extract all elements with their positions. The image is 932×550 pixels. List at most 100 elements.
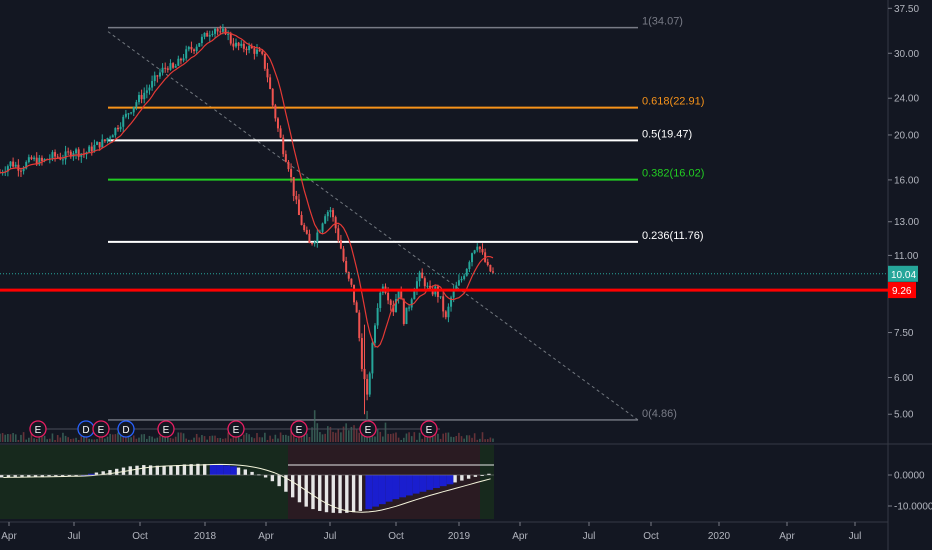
event-marker-circle bbox=[227, 420, 245, 438]
candle-body bbox=[300, 214, 303, 226]
volume-bar bbox=[431, 433, 434, 442]
volume-bar bbox=[146, 438, 148, 442]
volume-bar bbox=[49, 438, 51, 442]
time-axis[interactable]: Apr Jul Oct 2018 Apr Jul Oct 2019 Apr Jul Oct 2020 A… bbox=[1, 522, 861, 542]
volume-bar bbox=[72, 438, 75, 442]
oscillator-bar bbox=[175, 465, 180, 475]
candle-body bbox=[405, 307, 408, 324]
candle-body bbox=[151, 81, 154, 88]
volume-bar bbox=[421, 438, 423, 442]
earnings-marker[interactable]: E bbox=[290, 420, 308, 438]
volume-bar bbox=[361, 429, 363, 442]
volume-bar bbox=[405, 433, 408, 442]
volume-bar bbox=[172, 438, 174, 442]
volume-bar bbox=[111, 434, 114, 442]
candle-body bbox=[35, 157, 38, 165]
volume-bar bbox=[164, 436, 167, 442]
volume-bar bbox=[410, 436, 413, 442]
price-tick-label: 7.50 bbox=[894, 328, 914, 339]
volume-bar bbox=[308, 436, 311, 442]
volume-bar bbox=[98, 434, 101, 442]
candle-body bbox=[114, 127, 117, 136]
price-tick-label: 30.00 bbox=[894, 49, 919, 60]
volume-bar bbox=[353, 425, 355, 442]
candle-body bbox=[321, 223, 324, 232]
candle-body bbox=[75, 149, 78, 154]
volume-bar bbox=[38, 433, 41, 442]
last-price-label: 10.04 bbox=[891, 270, 916, 281]
volume-bar bbox=[334, 432, 337, 442]
candle-body bbox=[43, 159, 46, 161]
oscillator-bar bbox=[263, 475, 268, 478]
price-axis[interactable]: 37.50 30.00 24.00 20.00 16.00 13.00 11.00 7.50 6… bbox=[888, 4, 932, 513]
earnings-marker[interactable]: E bbox=[420, 420, 438, 438]
volume-bar bbox=[203, 436, 206, 442]
trend-line bbox=[107, 31, 639, 421]
candle-body bbox=[353, 284, 356, 303]
time-tick-label: Oct bbox=[643, 531, 659, 542]
candle-body bbox=[185, 49, 188, 59]
price-tick-label: 11.00 bbox=[894, 251, 919, 262]
candle-body bbox=[463, 275, 466, 279]
volume-bar bbox=[132, 435, 135, 442]
dividend-marker[interactable]: D bbox=[117, 420, 135, 438]
candle-body bbox=[166, 68, 169, 70]
candle-body bbox=[313, 241, 316, 244]
earnings-marker[interactable]: E bbox=[227, 420, 245, 438]
event-marker-circle bbox=[117, 420, 135, 438]
earnings-marker[interactable]: E bbox=[157, 420, 175, 438]
candle-body bbox=[240, 43, 243, 46]
candle-body bbox=[421, 272, 424, 279]
candle-body bbox=[308, 233, 311, 244]
candle-body bbox=[292, 177, 295, 196]
volume-bar bbox=[347, 430, 350, 442]
price-tick-label: 20.00 bbox=[894, 130, 919, 141]
volume-bar bbox=[468, 435, 471, 442]
candle-body bbox=[436, 286, 439, 297]
candle-body bbox=[471, 253, 474, 263]
candle-body bbox=[211, 33, 214, 36]
support-line[interactable]: 9.26 bbox=[0, 282, 916, 299]
volume-bar bbox=[219, 437, 222, 442]
candle-body bbox=[98, 142, 101, 148]
dividend-marker[interactable]: D bbox=[77, 420, 95, 438]
volume-bar bbox=[253, 438, 256, 442]
volume-bar bbox=[211, 435, 214, 442]
volume-bar bbox=[311, 427, 313, 442]
candle-body bbox=[468, 262, 471, 270]
candle-body bbox=[77, 149, 80, 157]
candle-body bbox=[242, 43, 245, 49]
volume-bar bbox=[324, 433, 326, 442]
candle-body bbox=[161, 67, 164, 73]
oscillator-bar bbox=[318, 475, 322, 511]
oscillator-bar bbox=[27, 475, 31, 477]
earnings-marker[interactable]: E bbox=[29, 420, 47, 438]
candle-body bbox=[455, 285, 458, 291]
candle-body bbox=[290, 169, 293, 178]
fibonacci-retracement[interactable]: 1(34.07) 0.618(22.91) 0.5(19.47) 0.382(16.0… bbox=[108, 16, 704, 421]
candle-body bbox=[30, 157, 33, 160]
candle-body bbox=[337, 228, 340, 241]
volume-bar bbox=[413, 432, 416, 442]
candle-body bbox=[481, 248, 484, 253]
volume-bar bbox=[350, 426, 353, 442]
fib-level-label: 0.236(11.76) bbox=[642, 230, 704, 242]
oscillator-bar bbox=[135, 465, 139, 475]
volume-bar bbox=[392, 433, 395, 442]
candle-body bbox=[360, 338, 363, 369]
oscillator-bar bbox=[250, 471, 254, 475]
earnings-marker[interactable]: E bbox=[359, 420, 377, 438]
volume-bar bbox=[148, 435, 151, 442]
volume-bar bbox=[313, 410, 316, 442]
candle-body bbox=[122, 116, 125, 127]
candle-body bbox=[38, 157, 41, 165]
oscillator-bar bbox=[446, 475, 454, 485]
volume-bar bbox=[75, 437, 77, 442]
oscillator-bar bbox=[162, 466, 166, 475]
earnings-marker[interactable]: E bbox=[92, 420, 110, 438]
volume-bar bbox=[274, 434, 277, 442]
oscillator-bar bbox=[473, 475, 478, 477]
volume-bar bbox=[222, 438, 224, 442]
